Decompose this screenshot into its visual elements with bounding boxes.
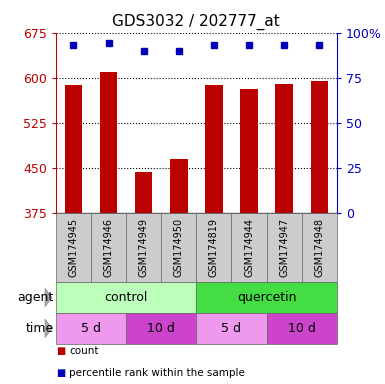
Polygon shape — [45, 319, 52, 338]
Bar — [240, 89, 258, 213]
Bar — [311, 81, 328, 213]
Bar — [100, 72, 117, 213]
Bar — [65, 85, 82, 213]
Text: 5 d: 5 d — [221, 322, 241, 335]
Text: GSM174949: GSM174949 — [139, 218, 149, 277]
Text: quercetin: quercetin — [237, 291, 296, 304]
Text: percentile rank within the sample: percentile rank within the sample — [69, 368, 245, 378]
Text: ■: ■ — [56, 368, 65, 378]
Text: GSM174945: GSM174945 — [69, 218, 79, 277]
Text: agent: agent — [18, 291, 54, 304]
Text: 10 d: 10 d — [147, 322, 175, 335]
Text: GSM174944: GSM174944 — [244, 218, 254, 277]
Title: GDS3032 / 202777_at: GDS3032 / 202777_at — [112, 14, 280, 30]
Text: GSM174946: GSM174946 — [104, 218, 114, 277]
Text: GSM174948: GSM174948 — [314, 218, 324, 277]
Text: 5 d: 5 d — [81, 322, 101, 335]
Text: GSM174947: GSM174947 — [279, 218, 289, 277]
Polygon shape — [45, 288, 52, 307]
Text: GSM174950: GSM174950 — [174, 218, 184, 277]
Text: 10 d: 10 d — [288, 322, 316, 335]
Bar — [170, 159, 187, 213]
Text: time: time — [26, 322, 54, 335]
Bar — [135, 172, 152, 213]
Text: ■: ■ — [56, 346, 65, 356]
Text: count: count — [69, 346, 99, 356]
Text: control: control — [104, 291, 148, 304]
Bar — [205, 85, 223, 213]
Bar — [275, 84, 293, 213]
Text: GSM174819: GSM174819 — [209, 218, 219, 277]
